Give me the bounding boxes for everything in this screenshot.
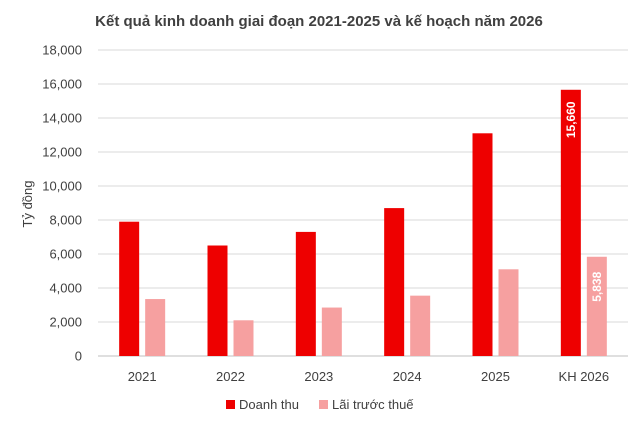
bar-lai-truoc-thue-0: [145, 299, 166, 356]
legend-swatch: [226, 400, 235, 409]
bar-doanh-thu-5: [560, 89, 581, 356]
y-tick-label: 16,000: [42, 77, 82, 92]
bar-doanh-thu-2: [295, 231, 316, 356]
bar-lai-truoc-thue-3: [410, 295, 431, 356]
bar-doanh-thu-0: [119, 221, 140, 356]
bar-doanh-thu-1: [207, 245, 228, 356]
bar-lai-truoc-thue-2: [321, 307, 342, 356]
y-tick-label: 0: [75, 349, 82, 364]
chart-title: Kết quả kinh doanh giai đoạn 2021-2025 v…: [95, 13, 543, 30]
bar-data-labels: 15,660 5,838: [564, 101, 604, 302]
x-tick-label: 2025: [481, 369, 510, 384]
x-tick-label: 2023: [304, 369, 333, 384]
bar-lai-truoc-thue-1: [233, 320, 254, 356]
y-tick-label: 2,000: [49, 315, 82, 330]
bar-lai-truoc-thue-4: [498, 269, 519, 356]
bar-lai-truoc-thue-5: [586, 256, 607, 356]
y-tick-label: 10,000: [42, 179, 82, 194]
bar-doanh-thu-3: [384, 208, 405, 356]
x-tick-label: 2022: [216, 369, 245, 384]
y-tick-label: 8,000: [49, 213, 82, 228]
bar-data-label: 15,660: [564, 101, 578, 138]
y-tick-label: 4,000: [49, 281, 82, 296]
x-axis-ticks: 2021 2022 2023 2024 2025 KH 2026: [128, 369, 609, 384]
x-tick-label: 2021: [128, 369, 157, 384]
bar-doanh-thu-4: [472, 133, 493, 356]
y-tick-label: 14,000: [42, 111, 82, 126]
legend-swatch: [319, 400, 328, 409]
legend: Doanh thu Lãi trước thuế: [226, 397, 414, 412]
gridlines: [98, 49, 628, 357]
legend-label: Doanh thu: [239, 397, 299, 412]
x-tick-label: KH 2026: [559, 369, 610, 384]
y-axis-label: Tỷ đồng: [20, 181, 35, 228]
x-tick-label: 2024: [393, 369, 422, 384]
bars: [119, 89, 607, 356]
y-tick-label: 18,000: [42, 43, 82, 58]
legend-label: Lãi trước thuế: [332, 397, 414, 412]
y-tick-label: 12,000: [42, 145, 82, 160]
y-axis-ticks: 0 2,000 4,000 6,000 8,000 10,000 12,000 14,000 1…: [42, 43, 82, 364]
y-tick-label: 6,000: [49, 247, 82, 262]
bar-data-label: 5,838: [590, 271, 604, 301]
